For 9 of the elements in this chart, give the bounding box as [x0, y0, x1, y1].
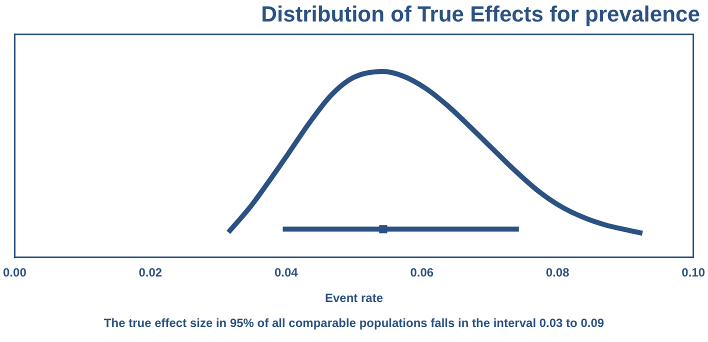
chart-title: Distribution of True Effects for prevalence — [261, 1, 700, 26]
x-tick-label: 0.08 — [546, 266, 570, 280]
x-tick-label: 0.02 — [138, 266, 162, 280]
x-tick-label: 0.00 — [3, 266, 27, 280]
text: The true effect size in 95% of all comparable populations falls in the interval 0.03 to 0.09 — [102, 316, 606, 330]
x-tick-label: 0.06 — [410, 266, 434, 280]
x-tick-label: 0.10 — [682, 266, 706, 280]
x-axis-title: Event rate — [324, 291, 384, 306]
x-tick-label: 0.04 — [274, 266, 298, 280]
